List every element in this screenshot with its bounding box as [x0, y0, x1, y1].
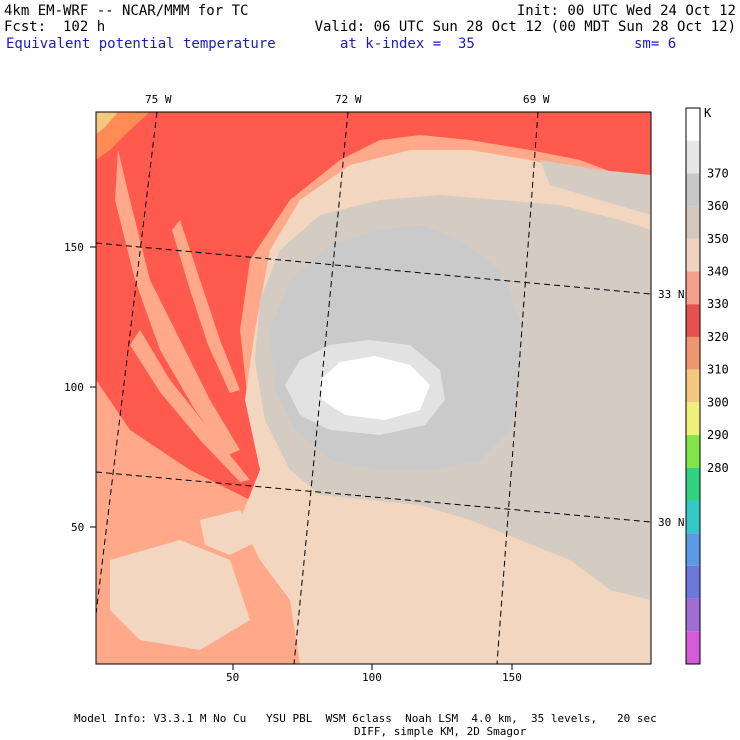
- lat-label: 30 N: [658, 516, 685, 529]
- lat-label: 33 N: [658, 288, 685, 301]
- field-name: Equivalent potential temperature: [6, 36, 276, 52]
- forecast-hour: Fcst: 102 h: [4, 19, 106, 35]
- colorbar-swatch: [686, 271, 700, 305]
- tan-patch: [110, 540, 250, 650]
- meridian-69w: [496, 112, 539, 664]
- colorbar-swatch: [686, 173, 700, 207]
- orange-corner: [96, 112, 150, 160]
- level-info: at k-index = 35: [340, 36, 475, 52]
- colorbar-swatch: [686, 631, 700, 664]
- colorbar-label: 370: [707, 166, 729, 180]
- colorbar-swatch: [686, 598, 700, 632]
- colorbar-label: 280: [707, 461, 729, 475]
- parallel-33n: [96, 242, 651, 295]
- x-tick-label: 50: [226, 671, 239, 684]
- colorbar-swatch: [686, 435, 700, 468]
- colorbar-label: 300: [707, 395, 729, 409]
- grey-patch: [540, 160, 651, 215]
- init-time: Init: 00 UTC Wed 24 Oct 12: [516, 3, 736, 19]
- colorbar-label: 330: [707, 297, 729, 311]
- model-title: 4km EM-WRF -- NCAR/MMM for TC: [4, 3, 249, 19]
- valid-time: Valid: 06 UTC Sun 28 Oct 12 (00 MDT Sun …: [314, 19, 736, 35]
- y-tick-label: 150: [64, 241, 84, 254]
- colorbar: 370 360 350 340 330 320 310 300 290 280: [685, 107, 729, 665]
- model-info-detail: DIFF, simple KM, 2D Smagor: [354, 725, 527, 738]
- colorbar-swatch: [686, 206, 700, 239]
- x-tick-label: 100: [362, 671, 382, 684]
- y-tick-label: 50: [71, 521, 84, 534]
- lon-label: 69 W: [523, 93, 550, 106]
- red-band-top: [300, 112, 651, 160]
- colorbar-swatch: [686, 402, 700, 436]
- parallel-30n: [96, 471, 651, 523]
- colorbar-swatch: [686, 140, 700, 174]
- colorbar-label: 310: [707, 363, 729, 377]
- y-tick-label: 100: [64, 381, 84, 394]
- colorbar-swatch: [686, 467, 700, 501]
- colorbar-swatch: [686, 304, 700, 337]
- colorbar-swatch: [686, 369, 700, 403]
- colorbar-swatch: [686, 533, 700, 566]
- colorbar-label: 340: [707, 265, 729, 279]
- contour-field: [96, 112, 651, 664]
- model-info: Model Info: V3.3.1 M No Cu YSU PBL WSM 6…: [74, 712, 657, 725]
- graticule: [96, 112, 651, 664]
- left-ticks: [90, 246, 513, 670]
- tan-corner: [96, 112, 118, 134]
- colorbar-swatch: [686, 238, 700, 272]
- colorbar-label: 360: [707, 199, 729, 213]
- white-core: [320, 356, 430, 420]
- colorbar-swatch: [686, 336, 700, 370]
- meridian-72w: [293, 112, 349, 664]
- lon-label: 75 W: [145, 93, 172, 106]
- colorbar-unit: K: [704, 106, 712, 120]
- meridian-75w: [96, 112, 158, 615]
- colorbar-swatch: [686, 108, 700, 141]
- tan-patch: [200, 510, 260, 555]
- x-tick-label: 150: [502, 671, 522, 684]
- smoothing-info: sm= 6: [634, 36, 677, 52]
- colorbar-label: 350: [707, 232, 729, 246]
- colorbar-swatch: [686, 500, 700, 534]
- salmon-streak: [96, 470, 262, 522]
- colorbar-label: 290: [707, 428, 729, 442]
- salmon-streak: [130, 330, 250, 482]
- colorbar-swatch: [686, 565, 700, 599]
- lon-label: 72 W: [335, 93, 362, 106]
- salmon-streak: [172, 220, 240, 393]
- colorbar-frame: [685, 107, 701, 665]
- map-frame: [95, 111, 652, 665]
- colorbar-label: 320: [707, 330, 729, 344]
